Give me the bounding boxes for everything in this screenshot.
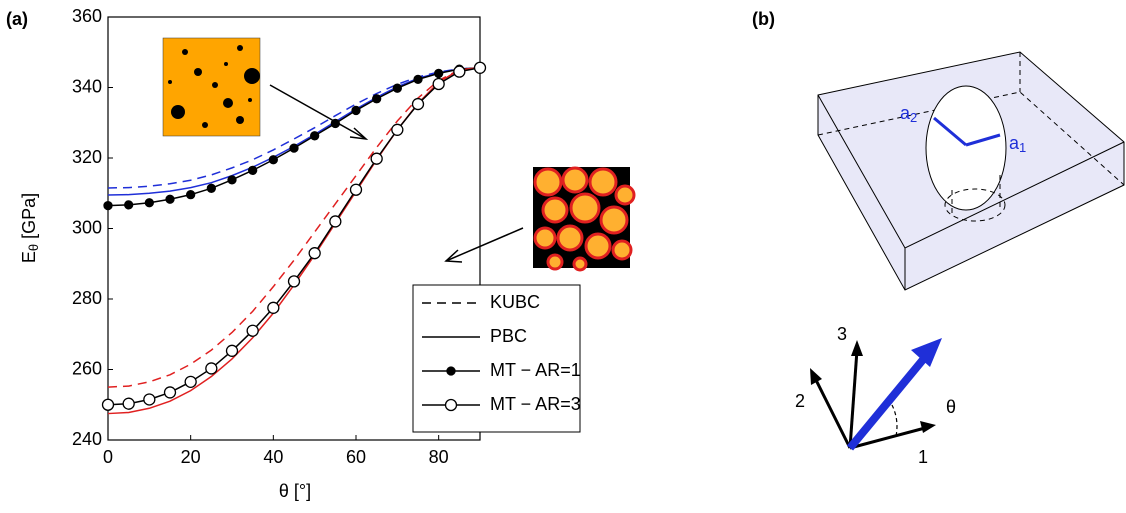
marker bbox=[289, 143, 299, 153]
marker bbox=[267, 301, 280, 314]
marker bbox=[163, 386, 177, 399]
marker bbox=[165, 194, 175, 204]
marker bbox=[186, 190, 196, 200]
marker bbox=[101, 398, 115, 411]
triad bbox=[810, 338, 942, 451]
arrow bbox=[445, 227, 524, 262]
y-tick-label: 280 bbox=[72, 288, 102, 308]
marker bbox=[370, 152, 383, 165]
x-tick-label: 40 bbox=[263, 447, 283, 467]
legend-label: KUBC bbox=[490, 292, 540, 312]
marker bbox=[246, 324, 259, 337]
marker bbox=[268, 155, 278, 165]
inset-high-porosity bbox=[533, 166, 636, 272]
marker bbox=[205, 362, 218, 375]
legend-label: MT − AR=1 bbox=[490, 360, 581, 380]
arrowhead bbox=[444, 249, 463, 263]
marker bbox=[227, 175, 237, 185]
axis-label: 3 bbox=[837, 324, 847, 344]
inset-low-porosity bbox=[162, 37, 261, 137]
a1-label: a1 bbox=[1009, 133, 1026, 156]
x-tick-label: 0 bbox=[103, 447, 113, 467]
marker bbox=[391, 123, 404, 136]
marker bbox=[434, 68, 444, 79]
marker bbox=[248, 165, 258, 175]
y-tick-label: 240 bbox=[72, 429, 102, 449]
y-axis-label: Eθ[GPa] bbox=[19, 193, 42, 263]
axis-label: 1 bbox=[918, 447, 928, 467]
angle-label: θ bbox=[946, 397, 956, 417]
marker bbox=[144, 198, 154, 208]
legend-label: PBC bbox=[490, 326, 527, 346]
x-tick-label: 80 bbox=[429, 447, 449, 467]
a2-label: a2 bbox=[900, 103, 917, 126]
marker bbox=[432, 77, 445, 91]
legend-marker bbox=[444, 398, 458, 412]
marker bbox=[411, 97, 425, 111]
x-tick-label: 60 bbox=[346, 447, 366, 467]
y-tick-label: 300 bbox=[72, 217, 102, 237]
marker bbox=[287, 275, 301, 288]
panel-label: (a) bbox=[6, 9, 28, 29]
marker bbox=[372, 94, 382, 104]
marker bbox=[453, 65, 466, 78]
y-tick-label: 340 bbox=[72, 76, 102, 96]
plate bbox=[817, 51, 1125, 291]
marker bbox=[413, 74, 423, 85]
axis-label: 2 bbox=[795, 391, 805, 411]
legend-label: MT − AR=3 bbox=[490, 394, 581, 414]
marker bbox=[122, 397, 135, 410]
arrow bbox=[269, 84, 367, 140]
marker bbox=[310, 131, 320, 141]
arrowhead bbox=[349, 127, 369, 141]
marker bbox=[206, 183, 216, 193]
marker bbox=[351, 105, 361, 116]
y-tick-label: 260 bbox=[72, 358, 102, 378]
legend bbox=[412, 284, 581, 433]
marker bbox=[473, 61, 487, 74]
marker bbox=[124, 200, 134, 210]
panel-label: (b) bbox=[752, 9, 775, 29]
marker bbox=[103, 200, 113, 211]
y-tick-label: 360 bbox=[72, 6, 102, 26]
marker bbox=[225, 344, 239, 357]
x-tick-label: 20 bbox=[181, 447, 201, 467]
x-axis-label: θ [°] bbox=[279, 481, 311, 501]
marker bbox=[308, 247, 321, 260]
marker bbox=[392, 83, 402, 93]
marker bbox=[349, 183, 363, 196]
marker bbox=[184, 375, 197, 388]
y-tick-label: 320 bbox=[72, 147, 102, 167]
marker bbox=[143, 393, 156, 406]
legend-marker bbox=[446, 366, 456, 376]
marker bbox=[329, 215, 342, 228]
marker bbox=[330, 118, 340, 129]
